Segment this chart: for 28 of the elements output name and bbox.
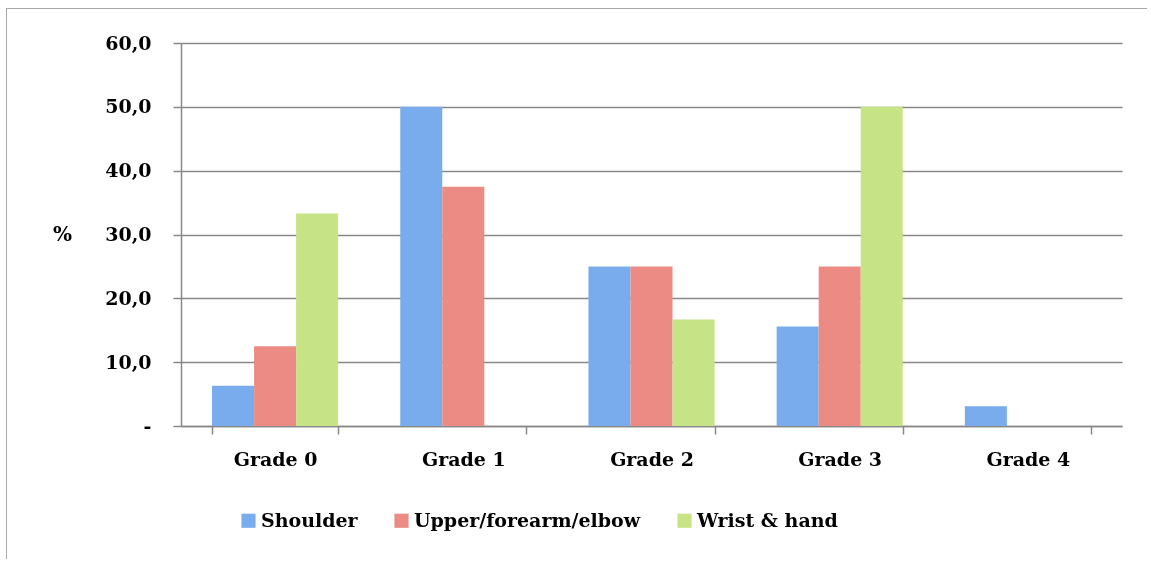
- y-tick-label: 30,0: [105, 223, 152, 245]
- y-tick-label: 60,0: [105, 31, 152, 54]
- y-tick-label: -: [143, 414, 152, 437]
- bar: [860, 106, 903, 426]
- x-tick-label: Grade 2: [610, 447, 694, 470]
- y-tick-label: 40,0: [105, 159, 152, 182]
- bar: [296, 213, 339, 426]
- bar: [442, 186, 485, 426]
- x-tick-label: Grade 0: [233, 447, 318, 470]
- y-axis-title: %: [52, 221, 73, 246]
- bar: [254, 346, 297, 426]
- legend-label: Wrist & hand: [696, 508, 838, 531]
- legend-label: Upper/forearm/elbow: [414, 508, 641, 531]
- x-tick-label: Grade 3: [798, 447, 883, 470]
- y-tick-label: 20,0: [105, 286, 152, 309]
- bar: [212, 385, 255, 426]
- bar: [964, 406, 1007, 426]
- bar: [400, 106, 443, 426]
- bar: [630, 266, 673, 426]
- y-tick-label: 10,0: [105, 350, 152, 373]
- bar: [776, 326, 819, 426]
- y-tick-label: 50,0: [105, 95, 152, 118]
- bar: [818, 266, 861, 426]
- bar: [672, 319, 715, 426]
- bar: [588, 266, 631, 426]
- legend-label: Shoulder: [261, 508, 359, 531]
- x-tick-label: Grade 1: [421, 447, 506, 470]
- x-tick-label: Grade 4: [986, 447, 1071, 470]
